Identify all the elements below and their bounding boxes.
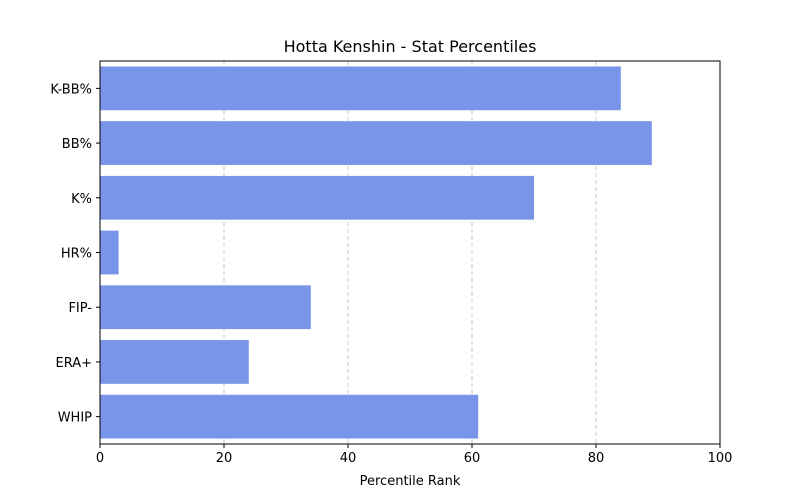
y-tick-label: ERA+	[55, 356, 92, 371]
x-tick-label: 40	[340, 451, 357, 466]
x-tick-label: 80	[588, 451, 605, 466]
chart-title: Hotta Kenshin - Stat Percentiles	[284, 37, 537, 56]
x-tick-label: 20	[216, 451, 233, 466]
bars	[100, 66, 652, 439]
y-tick-label: FIP-	[68, 301, 92, 316]
y-tick-label: HR%	[61, 247, 92, 262]
x-tick-label: 60	[464, 451, 481, 466]
bar-whip	[100, 394, 479, 439]
y-tick-label: WHIP	[58, 411, 92, 426]
x-axis-ticks: 0 20 40 60 80 100	[96, 444, 733, 466]
plot-frame	[99, 60, 721, 445]
y-axis-ticks: K-BB% BB% K% HR% FIP- ERA+ WHIP	[50, 82, 100, 426]
y-tick-label: K-BB%	[50, 82, 92, 97]
y-tick-label: BB%	[62, 137, 92, 152]
bar-k-bb-	[100, 66, 621, 111]
bar-era-	[100, 340, 249, 384]
x-tick-label: 100	[708, 451, 733, 466]
bar-hr-	[100, 230, 119, 275]
bar-k-	[100, 175, 534, 220]
grid-lines	[223, 61, 597, 444]
bar-bb-	[100, 121, 652, 165]
x-tick-label: 0	[96, 451, 104, 466]
y-tick-label: K%	[71, 192, 92, 207]
bar-fip-	[100, 285, 311, 330]
x-axis-label: Percentile Rank	[360, 474, 461, 489]
